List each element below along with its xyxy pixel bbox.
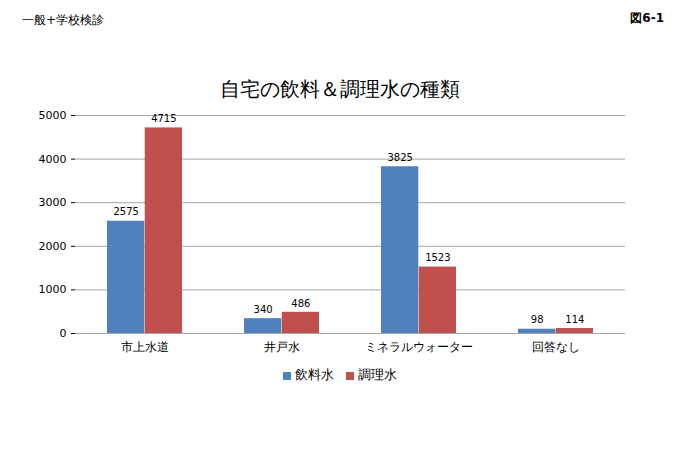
svg-text:4715: 4715 xyxy=(151,113,176,124)
svg-text:1523: 1523 xyxy=(425,252,450,263)
svg-text:4000: 4000 xyxy=(39,153,67,166)
svg-text:回答なし: 回答なし xyxy=(532,340,580,354)
svg-text:114: 114 xyxy=(565,314,584,325)
html-text:自宅の飲料＆調理水の種類: 自宅の飲料＆調理水の種類 xyxy=(220,77,460,101)
svg-text:340: 340 xyxy=(254,304,273,315)
svg-text:井戸水: 井戸水 xyxy=(264,340,300,354)
svg-text:2575: 2575 xyxy=(113,206,138,217)
html-text:飲料水: 飲料水 xyxy=(295,367,334,382)
html-text:図6-1: 図6-1 xyxy=(630,11,664,25)
svg-text:1000: 1000 xyxy=(39,283,67,296)
svg-text:市上水道: 市上水道 xyxy=(121,340,169,354)
svg-text:3000: 3000 xyxy=(39,196,67,209)
svg-text:5000: 5000 xyxy=(39,109,67,122)
svg-text:3825: 3825 xyxy=(387,152,412,163)
svg-text:2000: 2000 xyxy=(39,240,67,253)
svg-text:486: 486 xyxy=(291,298,310,309)
svg-text:0: 0 xyxy=(60,327,67,340)
html-text:調理水: 調理水 xyxy=(358,367,397,382)
svg-text:ミネラルウォーター: ミネラルウォーター xyxy=(365,340,473,354)
svg-text:98: 98 xyxy=(531,314,544,325)
html-text:一般+学校検診: 一般+学校検診 xyxy=(22,13,105,27)
